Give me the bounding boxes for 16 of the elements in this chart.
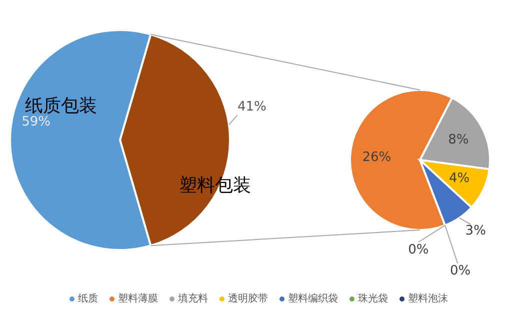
text: 0% [408,242,429,258]
legend-label: 透明胶带 [228,292,268,304]
data-label: 26% [362,150,392,166]
data-label: 4% [448,170,470,186]
slice-label: 纸质包装 [24,95,97,116]
legend-label: 塑料薄膜 [118,292,158,304]
legend-label: 填充料 [177,292,208,304]
legend-label: 塑料编织袋 [288,292,338,304]
data-label: 59% [22,114,51,130]
text: 0% [450,263,471,278]
legend-label: 塑料泡沫 [408,292,448,304]
legend-label: 珠光袋 [358,292,388,304]
data-label: 3% [465,223,486,238]
data-label: 41% [238,100,266,115]
data-label: 8% [448,132,469,148]
legend-label: 纸质 [78,292,98,304]
